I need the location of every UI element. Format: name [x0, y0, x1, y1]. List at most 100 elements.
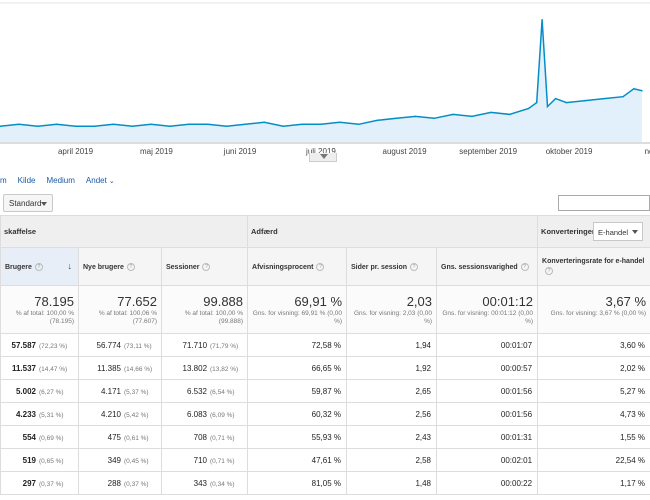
users-pct: (72,23 %)	[39, 342, 68, 350]
data-point	[584, 99, 587, 102]
conversion-goal-value: E-handel	[598, 228, 629, 237]
data-point	[55, 123, 58, 126]
col-sessions[interactable]: Sessioner?	[160, 247, 249, 286]
x-tick-label: maj 2019	[140, 147, 173, 156]
cell-conversion-rate: 2,02 %	[537, 356, 650, 380]
cell-users: 554 (0,69 %)	[0, 425, 79, 449]
col-users-label: Brugere	[5, 263, 32, 271]
users-pct: (14,47 %)	[39, 365, 68, 373]
users-value: 57.587	[11, 340, 36, 350]
cell-users: 5.002 (6,27 %)	[0, 379, 79, 403]
group-acquisition: skaffelse	[0, 215, 249, 248]
x-tick-label: juni 2019	[223, 147, 257, 156]
users-pct: (6,27 %)	[39, 388, 64, 396]
cell-conversion-rate: 5,27 %	[537, 379, 650, 403]
cell-sessions: 343 (0,34 %)	[160, 471, 249, 495]
cell-avg-duration: 00:01:56	[436, 379, 539, 403]
help-icon[interactable]: ?	[34, 262, 43, 271]
table-row: 57.587 (72,23 %) 56.774 (73,11 %) 71.710 (71,…	[0, 333, 650, 357]
cell-avg-duration: 00:00:57	[436, 356, 539, 380]
chart-collapse-handle[interactable]	[309, 153, 337, 162]
cell-conversion-rate: 22,54 %	[537, 448, 650, 472]
new-users-pct: (0,61 %)	[124, 434, 149, 442]
standard-dropdown[interactable]: Standard	[3, 194, 53, 212]
chevron-down-icon: ⌄	[108, 178, 115, 185]
total-sub: % af total: 100,00 % (99.888)	[184, 310, 244, 325]
new-users-pct: (14,66 %)	[124, 365, 153, 373]
dimension-link-m[interactable]: m	[0, 176, 7, 185]
users-value: 554	[22, 432, 36, 442]
users-value: 297	[22, 478, 36, 488]
data-point	[641, 89, 643, 92]
cell-pages-per-session: 2,58	[346, 448, 438, 472]
new-users-value: 4.210	[100, 409, 121, 419]
total-sub: Gns. for visning: 3,67 % (0,00 %)	[550, 310, 647, 317]
data-point	[490, 111, 492, 114]
data-point	[471, 115, 473, 118]
group-conversions: Konverteringer E-handel	[537, 215, 650, 248]
help-icon[interactable]: ?	[202, 262, 211, 271]
new-users-value: 288	[107, 478, 121, 488]
data-point	[244, 123, 247, 126]
users-pct: (5,31 %)	[39, 411, 64, 419]
cell-new-users: 4.210 (5,42 %)	[78, 402, 162, 426]
col-pages-per-session[interactable]: Sider pr. session?	[346, 247, 438, 286]
help-icon[interactable]: ?	[410, 262, 419, 271]
cell-sessions: 710 (0,71 %)	[160, 448, 249, 472]
help-icon[interactable]: ?	[126, 262, 135, 271]
col-users[interactable]: Brugere? ↓	[0, 247, 79, 286]
data-point	[263, 121, 266, 124]
dimension-link-andet-label: Andet	[85, 176, 107, 185]
col-new-users-label: Nye brugere	[83, 263, 124, 271]
dimension-link-andet[interactable]: Andet ⌄	[86, 176, 115, 190]
cell-new-users: 475 (0,61 %)	[78, 425, 162, 449]
help-icon[interactable]: ?	[316, 262, 325, 271]
new-users-value: 56.774	[96, 340, 121, 350]
cell-pages-per-session: 2,56	[346, 402, 438, 426]
cell-avg-duration: 00:01:07	[436, 333, 539, 357]
conversion-goal-select[interactable]: E-handel	[593, 222, 644, 241]
total-sub: Gns. for visning: 00:01:12 (0,00 %)	[442, 310, 534, 325]
new-users-value: 475	[107, 432, 121, 442]
cell-pages-per-session: 1,48	[346, 471, 438, 495]
sessions-value: 6.083	[186, 409, 208, 419]
col-bounce-rate[interactable]: Afvisningsprocent?	[247, 247, 348, 286]
data-point	[508, 113, 511, 116]
users-pct: (0,69 %)	[39, 434, 64, 442]
total-cell: 3,67 % Gns. for visning: 3,67 % (0,00 %)	[537, 285, 650, 334]
sessions-pct: (0,71 %)	[210, 434, 235, 442]
cell-conversion-rate: 4,73 %	[537, 402, 650, 426]
x-tick-label: novemb	[645, 147, 650, 156]
col-avg-session-duration[interactable]: Gns. sessionsvarighed?	[436, 247, 539, 286]
total-value: 99.888	[203, 294, 244, 309]
sessions-value: 6.532	[186, 386, 208, 396]
table-search-input[interactable]	[558, 195, 650, 211]
data-point	[622, 95, 624, 98]
cell-sessions: 6.532 (6,54 %)	[160, 379, 249, 403]
col-new-users[interactable]: Nye brugere?	[78, 247, 162, 286]
data-point	[112, 123, 115, 126]
data-point	[535, 101, 538, 104]
data-point	[452, 113, 454, 116]
new-users-pct: (5,37 %)	[124, 388, 149, 396]
data-point	[320, 123, 322, 126]
group-conversions-label: Konverteringer	[541, 227, 595, 236]
cell-users: 4.233 (5,31 %)	[0, 402, 79, 426]
total-cell: 2,03 Gns. for visning: 2,03 (0,00 %)	[346, 285, 438, 334]
chevron-down-icon	[320, 154, 328, 159]
total-value: 3,67 %	[605, 294, 647, 309]
help-icon[interactable]: ?	[545, 266, 554, 275]
dimension-link-medium[interactable]: Medium	[46, 176, 75, 185]
cell-bounce-rate: 55,93 %	[247, 425, 348, 449]
data-point	[339, 121, 341, 124]
data-point	[36, 125, 39, 128]
help-icon[interactable]: ?	[520, 262, 529, 271]
cell-users: 11.537 (14,47 %)	[0, 356, 79, 380]
data-point	[18, 123, 20, 126]
dimension-link-kilde[interactable]: Kilde	[17, 176, 36, 185]
col-sessions-label: Sessioner	[166, 263, 200, 271]
total-cell: 77.652% af total: 100,06 % (77.607)	[78, 285, 162, 334]
col-ecommerce-conversion-rate[interactable]: Konverteringsrate for e-handel?	[537, 247, 650, 286]
cell-sessions: 13.802 (13,82 %)	[160, 356, 249, 380]
standard-dropdown-label: Standard	[9, 199, 42, 208]
